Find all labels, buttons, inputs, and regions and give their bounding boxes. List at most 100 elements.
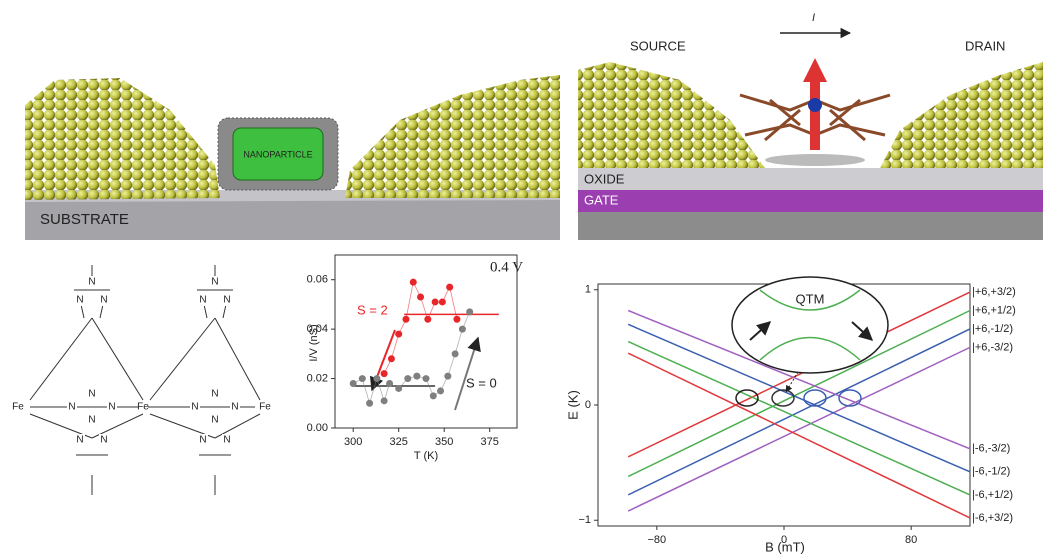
atom-label: N xyxy=(76,295,83,306)
point xyxy=(424,316,431,323)
atom-label: N xyxy=(68,402,75,413)
current-label: I xyxy=(812,12,815,24)
point xyxy=(430,392,437,399)
atom-label: N xyxy=(231,402,238,413)
point xyxy=(446,284,453,291)
annotation: QTM xyxy=(796,291,825,306)
point xyxy=(404,375,411,382)
source-label: SOURCE xyxy=(630,38,686,53)
y-axis-label: E (K) xyxy=(565,390,580,420)
x-tick-label: 80 xyxy=(905,534,917,546)
crossing xyxy=(839,390,861,406)
substrate-label: SUBSTRATE xyxy=(40,211,129,228)
series-line xyxy=(353,312,469,403)
point xyxy=(423,375,430,382)
oxide-label: OXIDE xyxy=(584,171,625,186)
y-tick-label: −1 xyxy=(578,514,591,526)
series-label: |+6,-3/2) xyxy=(972,341,1013,353)
annotation: S = 2 xyxy=(357,302,388,317)
atom-label: N xyxy=(211,389,218,400)
figure: NANOPARTICLE SUBSTRATE I SOURCE DRAIN OX… xyxy=(0,0,1043,556)
atom-label: N xyxy=(88,415,95,426)
point xyxy=(417,294,424,301)
drain-label: DRAIN xyxy=(965,38,1005,53)
y-tick-label: 0 xyxy=(585,399,591,411)
y-tick-label: 0.02 xyxy=(307,372,328,384)
point xyxy=(453,316,460,323)
x-tick-label: 0 xyxy=(781,534,787,546)
point xyxy=(381,397,388,404)
point xyxy=(402,316,409,323)
arrow xyxy=(455,338,478,410)
point xyxy=(395,331,402,338)
series-label: |+6,+3/2) xyxy=(972,286,1016,298)
annotation: 0.4 V xyxy=(490,259,523,275)
series-label: |-6,+3/2) xyxy=(972,512,1013,524)
point xyxy=(413,373,420,380)
point xyxy=(395,385,402,392)
plot-frame xyxy=(335,255,517,428)
gate xyxy=(578,190,1043,212)
point xyxy=(466,308,473,315)
y-tick-label: 0.06 xyxy=(307,274,328,286)
x-tick-label: −80 xyxy=(647,534,666,546)
series-label: |-6,-3/2) xyxy=(972,443,1010,455)
point xyxy=(439,298,446,305)
series-label: |-6,-1/2) xyxy=(972,466,1010,478)
atom-label: N xyxy=(76,435,83,446)
panel-transistor: I SOURCE DRAIN OXIDE GATE xyxy=(578,12,1043,240)
series-label: |+6,+1/2) xyxy=(972,304,1016,316)
x-tick-label: 375 xyxy=(481,436,499,448)
point xyxy=(350,380,357,387)
y-tick-label: 0.00 xyxy=(307,422,328,434)
atom-label: N xyxy=(223,435,230,446)
point xyxy=(381,370,388,377)
y-tick-label: 0.04 xyxy=(307,323,328,335)
panel-nanoparticle: NANOPARTICLE SUBSTRATE xyxy=(25,75,560,240)
atom-label: N xyxy=(108,402,115,413)
atom-label: Fe xyxy=(12,402,24,413)
particle-pile xyxy=(25,78,220,200)
gate-label: GATE xyxy=(584,192,619,207)
series-label: |-6,+1/2) xyxy=(972,489,1013,501)
shadow xyxy=(765,154,865,166)
series-line xyxy=(628,353,970,518)
x-tick-label: 325 xyxy=(390,436,408,448)
series-label: |+6,-1/2) xyxy=(972,323,1013,335)
particle-pile xyxy=(345,75,560,198)
oxide xyxy=(578,168,1043,190)
drain-electrode xyxy=(880,62,1043,168)
atom-label: N xyxy=(223,295,230,306)
point xyxy=(388,355,395,362)
x-tick-label: 350 xyxy=(435,436,453,448)
spin-arrowhead xyxy=(803,58,827,82)
atom-label: Fe xyxy=(137,402,149,413)
atom-label: N xyxy=(191,402,198,413)
point xyxy=(437,387,444,394)
source-electrode xyxy=(578,62,765,168)
y-tick-label: 1 xyxy=(585,284,591,296)
metal-ion xyxy=(808,98,822,112)
nanoparticle-label: NANOPARTICLE xyxy=(243,149,312,159)
point xyxy=(452,350,459,357)
atom-label: N xyxy=(211,277,218,288)
atom-label: N xyxy=(88,277,95,288)
atom-label: N xyxy=(199,435,206,446)
atom-label: N xyxy=(100,295,107,306)
qtm-inset: QTM xyxy=(732,277,888,392)
atom-label: N xyxy=(199,295,206,306)
spin-arrow xyxy=(810,80,820,150)
point xyxy=(373,375,380,382)
point xyxy=(459,326,466,333)
atom-label: N xyxy=(100,435,107,446)
point xyxy=(410,279,417,286)
gate-base xyxy=(578,212,1043,240)
point xyxy=(359,375,366,382)
point xyxy=(444,373,451,380)
x-tick-label: 300 xyxy=(344,436,362,448)
point xyxy=(366,400,373,407)
point xyxy=(432,298,439,305)
atom-label: N xyxy=(211,415,218,426)
annotation: S = 0 xyxy=(466,375,497,390)
atom-label: N xyxy=(88,389,95,400)
